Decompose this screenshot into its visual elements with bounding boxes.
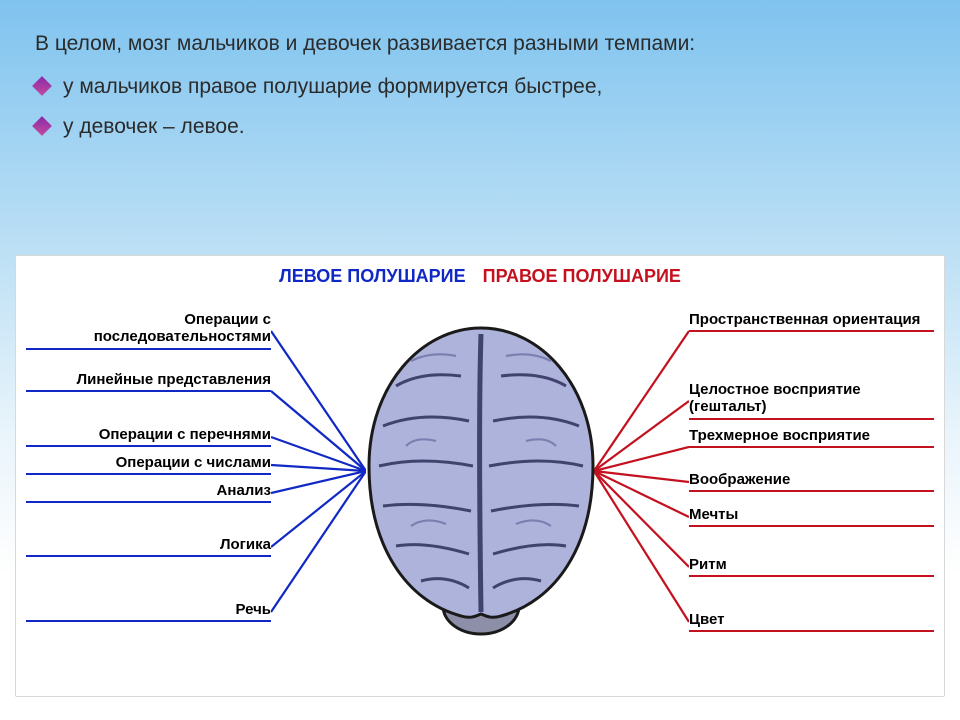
brain-icon bbox=[351, 316, 611, 636]
left-hemisphere-title: ЛЕВОЕ ПОЛУШАРИЕ bbox=[279, 266, 466, 287]
slide: В целом, мозг мальчиков и девочек развив… bbox=[0, 0, 960, 720]
left-label-2: Операции с перечнями bbox=[26, 426, 271, 447]
right-label-4: Мечты bbox=[689, 506, 934, 527]
left-label-6: Речь bbox=[26, 601, 271, 622]
left-label-0: Операции с последовательностями bbox=[26, 311, 271, 350]
left-label-1: Линейные представления bbox=[26, 371, 271, 392]
diamond-icon bbox=[32, 76, 52, 96]
brain-diagram: ЛЕВОЕ ПОЛУШАРИЕ ПРАВОЕ ПОЛУШАРИЕ Операци… bbox=[15, 255, 945, 697]
right-label-3: Воображение bbox=[689, 471, 934, 492]
hemisphere-titles: ЛЕВОЕ ПОЛУШАРИЕ ПРАВОЕ ПОЛУШАРИЕ bbox=[16, 266, 944, 287]
diamond-icon bbox=[32, 116, 52, 136]
right-label-5: Ритм bbox=[689, 556, 934, 577]
right-label-0: Пространственная ориентация bbox=[689, 311, 934, 332]
bullet-1: у мальчиков правое полушарие формируется… bbox=[35, 73, 925, 100]
left-label-3: Операции с числами bbox=[26, 454, 271, 475]
left-label-4: Анализ bbox=[26, 482, 271, 503]
bullet-2-text: у девочек – левое. bbox=[63, 113, 245, 140]
right-label-6: Цвет bbox=[689, 611, 934, 632]
left-label-5: Логика bbox=[26, 536, 271, 557]
bullet-1-text: у мальчиков правое полушарие формируется… bbox=[63, 73, 602, 100]
right-label-1: Целостное восприятие (гештальт) bbox=[689, 381, 934, 420]
right-label-2: Трехмерное восприятие bbox=[689, 427, 934, 448]
intro-text: В целом, мозг мальчиков и девочек развив… bbox=[35, 30, 925, 57]
bullet-2: у девочек – левое. bbox=[35, 113, 925, 140]
right-hemisphere-title: ПРАВОЕ ПОЛУШАРИЕ bbox=[483, 266, 681, 287]
text-block: В целом, мозг мальчиков и девочек развив… bbox=[35, 30, 925, 152]
